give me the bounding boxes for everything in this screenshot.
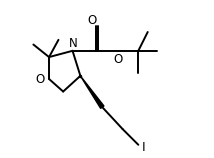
Text: I: I [142,141,146,154]
Text: O: O [88,14,97,27]
Text: O: O [113,53,123,66]
Polygon shape [80,76,104,108]
Text: N: N [69,37,78,50]
Text: O: O [35,73,44,85]
